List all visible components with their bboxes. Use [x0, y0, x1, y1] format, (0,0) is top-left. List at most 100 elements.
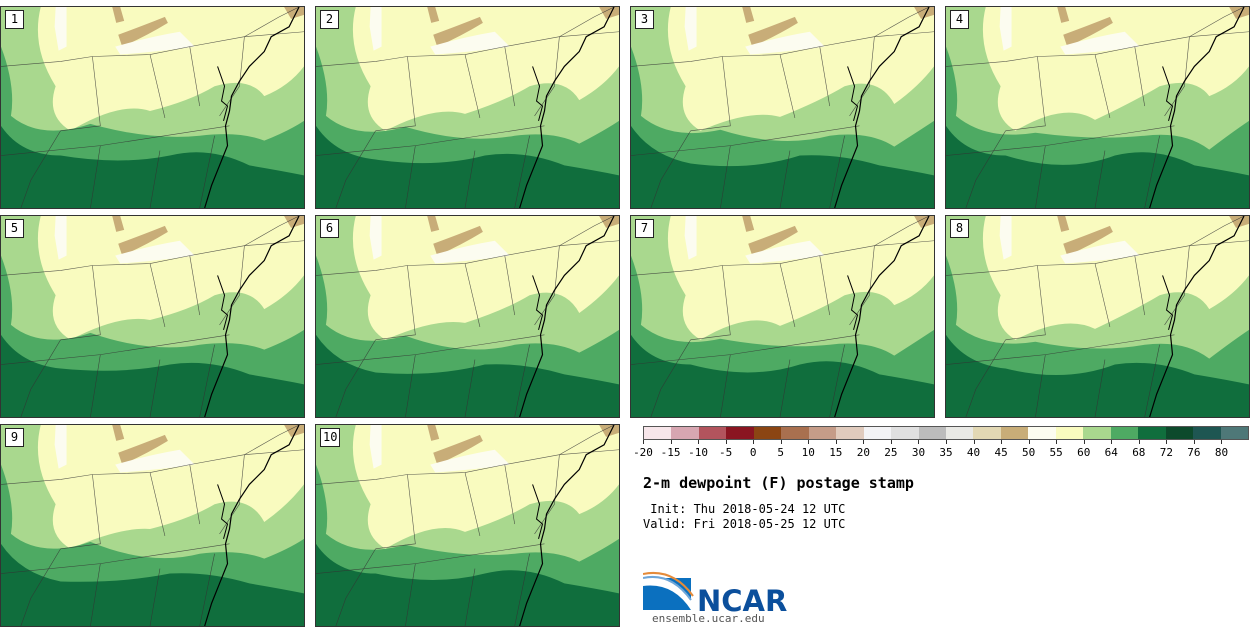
map-panel-5[interactable]: 5 [0, 215, 305, 418]
colorbar-tick-label: 0 [749, 446, 757, 459]
colorbar-tick [1056, 440, 1058, 444]
colorbar-segment-21 [1220, 427, 1248, 439]
colorbar-tick [753, 440, 755, 444]
colorbar [643, 426, 1249, 440]
panel-label-9: 9 [5, 428, 24, 447]
colorbar-tick [670, 440, 672, 444]
colorbar-segment-12 [973, 427, 1001, 439]
panel-label-4: 4 [950, 10, 969, 29]
colorbar-segment-8 [863, 427, 892, 439]
colorbar-tick-label: 30 [911, 446, 926, 459]
colorbar-tick [835, 440, 837, 444]
colorbar-tick-label: 45 [994, 446, 1008, 459]
map-panel-10[interactable]: 10 [315, 424, 620, 627]
map-panel-1[interactable]: 1 [0, 6, 305, 209]
map-panel-4[interactable]: 4 [945, 6, 1250, 209]
colorbar-tick-label: 55 [1049, 446, 1063, 459]
colorbar-tick-label: 20 [856, 446, 870, 459]
dewpoint-map-5 [1, 216, 304, 417]
colorbar-segment-2 [698, 427, 727, 439]
colorbar-segment-9 [891, 427, 919, 439]
colorbar-segment-7 [836, 427, 864, 439]
panel-label-6: 6 [320, 219, 339, 238]
colorbar-segment-0 [644, 427, 672, 439]
dewpoint-map-6 [316, 216, 619, 417]
panel-label-8: 8 [950, 219, 969, 238]
init-time: Init: Thu 2018-05-24 12 UTC [643, 502, 846, 516]
logo-url[interactable]: ensemble.ucar.edu [652, 612, 765, 625]
colorbar-tick-label: -5 [719, 446, 733, 459]
colorbar-segment-11 [945, 427, 974, 439]
colorbar-tick [725, 440, 727, 444]
colorbar-tick-label: 5 [777, 446, 785, 459]
colorbar-segment-18 [1138, 427, 1166, 439]
colorbar-tick-label: 64 [1104, 446, 1118, 459]
map-panel-2[interactable]: 2 [315, 6, 620, 209]
colorbar-tick-label: 72 [1159, 446, 1173, 459]
dewpoint-map-2 [316, 7, 619, 208]
colorbar-tick [863, 440, 865, 444]
map-panel-9[interactable]: 9 [0, 424, 305, 627]
panel-label-3: 3 [635, 10, 654, 29]
colorbar-segment-3 [726, 427, 754, 439]
colorbar-tick [1193, 440, 1195, 444]
colorbar-segment-6 [808, 427, 837, 439]
dewpoint-map-3 [631, 7, 934, 208]
map-panel-8[interactable]: 8 [945, 215, 1250, 418]
colorbar-tick-label: 76 [1187, 446, 1201, 459]
colorbar-tick-label: 60 [1077, 446, 1091, 459]
colorbar-tick [1111, 440, 1113, 444]
colorbar-tick-label: -10 [688, 446, 709, 459]
dewpoint-map-4 [946, 7, 1249, 208]
colorbar-tick [1001, 440, 1003, 444]
colorbar-tick-label: 10 [801, 446, 815, 459]
dewpoint-map-10 [316, 425, 619, 626]
panel-label-7: 7 [635, 219, 654, 238]
colorbar-segment-19 [1165, 427, 1194, 439]
valid-time: Valid: Fri 2018-05-25 12 UTC [643, 517, 846, 531]
ncar-logo-icon [643, 572, 694, 610]
chart-title: 2-m dewpoint (F) postage stamp [643, 474, 914, 492]
colorbar-tick-label: 35 [939, 446, 953, 459]
panel-label-1: 1 [5, 10, 24, 29]
colorbar-tick [698, 440, 700, 444]
colorbar-tick-label: -15 [660, 446, 681, 459]
dewpoint-map-1 [1, 7, 304, 208]
colorbar-tick-label: 68 [1132, 446, 1146, 459]
colorbar-tick [1138, 440, 1140, 444]
colorbar-segment-17 [1110, 427, 1139, 439]
logo-text: NCAR [697, 584, 788, 618]
map-panel-3[interactable]: 3 [630, 6, 935, 209]
colorbar-tick [1028, 440, 1030, 444]
colorbar-segment-4 [753, 427, 782, 439]
map-panel-6[interactable]: 6 [315, 215, 620, 418]
colorbar-segment-13 [1000, 427, 1029, 439]
colorbar-tick [643, 440, 644, 444]
colorbar-tick-label: -20 [633, 446, 653, 459]
colorbar-segment-15 [1055, 427, 1084, 439]
colorbar-segment-10 [918, 427, 946, 439]
panel-label-5: 5 [5, 219, 24, 238]
dewpoint-map-7 [631, 216, 934, 417]
colorbar-tick [1083, 440, 1085, 444]
colorbar-tick-label: 25 [884, 446, 898, 459]
colorbar-tick [918, 440, 920, 444]
colorbar-tick-label: 50 [1022, 446, 1036, 459]
colorbar-tick-label: 80 [1214, 446, 1229, 459]
colorbar-tick [808, 440, 810, 444]
colorbar-segment-1 [671, 427, 699, 439]
colorbar-segment-14 [1028, 427, 1056, 439]
panel-label-2: 2 [320, 10, 339, 29]
colorbar-tick [890, 440, 892, 444]
colorbar-segment-16 [1083, 427, 1111, 439]
dewpoint-map-8 [946, 216, 1249, 417]
colorbar-tick [1221, 440, 1223, 444]
colorbar-tick [973, 440, 975, 444]
colorbar-ticks: -20 -15 -10 -5 0 5 10 15 20 25 30 35 40 45 50 55 60 64 68 7… [633, 440, 1249, 464]
colorbar-tick [780, 440, 782, 444]
colorbar-segment-5 [781, 427, 809, 439]
panel-label-10: 10 [320, 428, 341, 447]
colorbar-tick-label: 15 [829, 446, 843, 459]
map-panel-7[interactable]: 7 [630, 215, 935, 418]
dewpoint-map-9 [1, 425, 304, 626]
